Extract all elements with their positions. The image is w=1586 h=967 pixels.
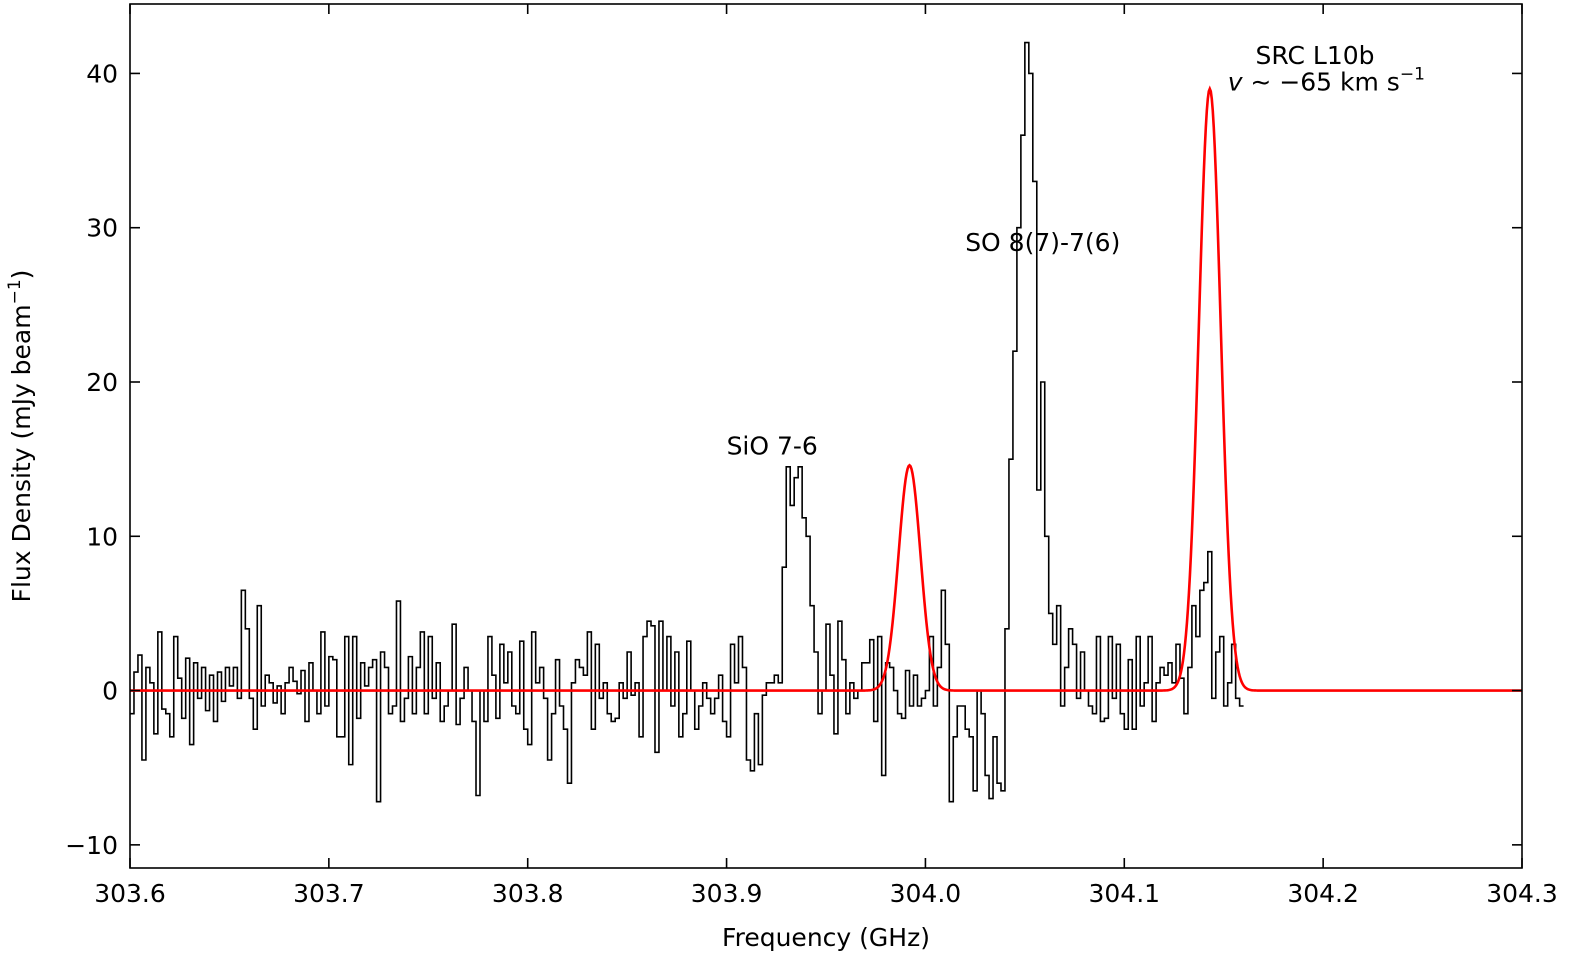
y-tick-label: 40 [86, 59, 118, 88]
x-tick-label: 304.0 [890, 879, 962, 908]
x-tick-label: 303.6 [94, 879, 166, 908]
y-tick-label: 10 [86, 522, 118, 551]
velocity-value: ∼ −65 km s [1242, 67, 1399, 96]
plot-frame [129, 3, 1523, 869]
annotation-label: SO 8(7)-7(6) [965, 228, 1120, 257]
y-tick-label: 20 [86, 368, 118, 397]
gaussian-fit-line [130, 85, 1522, 692]
annotation-label: SRC L10b [1256, 41, 1375, 70]
y-tick-label: 0 [102, 677, 118, 706]
x-tick-label: 304.3 [1486, 879, 1558, 908]
tick-layer [129, 4, 1523, 868]
x-axis-title: Frequency (GHz) [722, 923, 930, 952]
x-tick-label: 303.8 [492, 879, 564, 908]
velocity-label: v ∼ −65 km s−1 [1228, 64, 1425, 96]
spectrum-step-line [130, 41, 1244, 803]
label-layer: 303.6 303.7 303.8 303.9 304.0 304.1 304.2 304.3… [65, 41, 1558, 908]
annotation-label: SiO 7-6 [727, 432, 818, 461]
x-tick-label: 304.2 [1287, 879, 1359, 908]
y-tick-label: 30 [86, 214, 118, 243]
velocity-sup: −1 [1400, 64, 1425, 84]
y-axis-title-end: ) [7, 270, 36, 280]
y-axis-title-main: Flux Density (mJy beam [7, 304, 36, 602]
data-layer [130, 41, 1522, 803]
velocity-symbol: v [1228, 67, 1244, 96]
x-tick-label: 304.1 [1088, 879, 1160, 908]
y-axis-title: Flux Density (mJy beam−1) [5, 270, 36, 603]
x-tick-label: 303.7 [293, 879, 365, 908]
y-tick-label: −10 [65, 831, 118, 860]
y-axis-title-sup: −1 [5, 279, 25, 304]
x-tick-label: 303.9 [691, 879, 763, 908]
